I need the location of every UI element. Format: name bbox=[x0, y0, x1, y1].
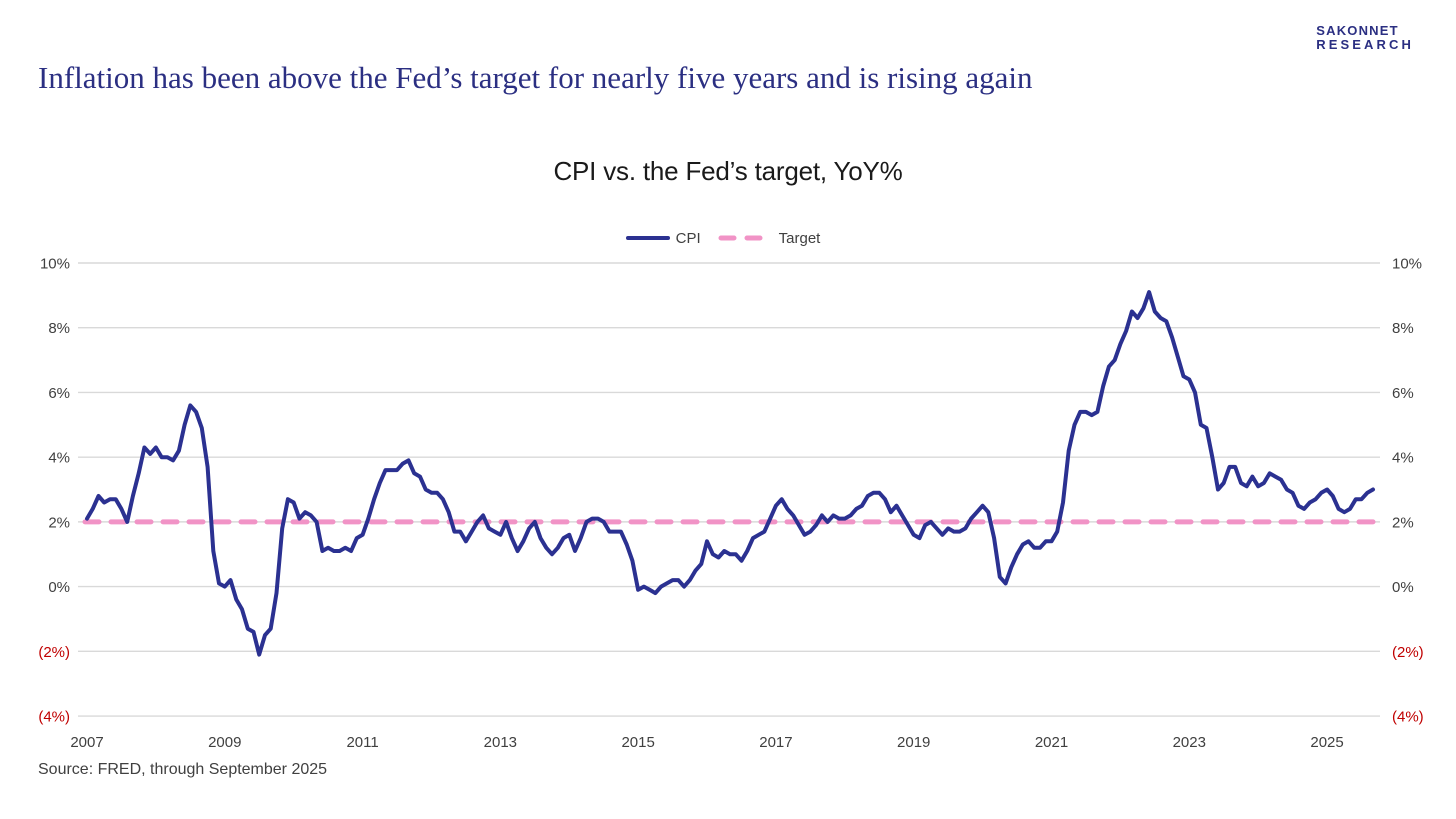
legend-cpi-label: CPI bbox=[675, 229, 701, 247]
svg-text:(4%): (4%) bbox=[1392, 709, 1424, 726]
y-axis-labels-left: 10% 8% 6% 4% 2% 0% (2%) (4%) bbox=[38, 256, 70, 726]
legend-target-dash-swatch bbox=[718, 235, 772, 241]
brand-logo-line2: RESEARCH bbox=[1316, 37, 1414, 53]
svg-text:2025: 2025 bbox=[1310, 734, 1343, 751]
x-axis-labels: 2007 2009 2011 2013 2015 2017 2019 2021 2023 2025 bbox=[70, 734, 1343, 751]
svg-text:2023: 2023 bbox=[1173, 734, 1206, 751]
svg-text:2%: 2% bbox=[1392, 514, 1414, 531]
svg-text:2017: 2017 bbox=[759, 734, 792, 751]
svg-text:(2%): (2%) bbox=[38, 644, 70, 661]
svg-text:2021: 2021 bbox=[1035, 734, 1068, 751]
svg-text:8%: 8% bbox=[1392, 320, 1414, 337]
y-axis-labels-right: 10% 8% 6% 4% 2% 0% (2%) (4%) bbox=[1392, 256, 1424, 726]
svg-text:2019: 2019 bbox=[897, 734, 930, 751]
svg-text:6%: 6% bbox=[1392, 385, 1414, 402]
chart-title: CPI vs. the Fed’s target, YoY% bbox=[553, 156, 903, 186]
svg-text:10%: 10% bbox=[1392, 256, 1422, 273]
svg-text:4%: 4% bbox=[48, 450, 70, 467]
legend-cpi-line-swatch bbox=[625, 236, 670, 240]
cpi-target-chart: 10% 8% 6% 4% 2% 0% (2%) (4%) 10% 8% 6% 4% 2% 0% (2%) (4… bbox=[38, 256, 1424, 752]
cpi-line bbox=[85, 290, 1375, 657]
svg-text:(2%): (2%) bbox=[1392, 644, 1424, 661]
legend-target-label: Target bbox=[778, 229, 821, 247]
svg-text:2011: 2011 bbox=[346, 734, 378, 751]
gridlines bbox=[78, 262, 1380, 717]
svg-text:10%: 10% bbox=[40, 256, 70, 273]
source-note: Source: FRED, through September 2025 bbox=[38, 761, 328, 778]
brand-logo: SAKONNET RESEARCH bbox=[1316, 23, 1414, 53]
svg-text:(4%): (4%) bbox=[38, 709, 70, 726]
page-title: Inflation has been above the Fed’s targe… bbox=[38, 60, 1033, 95]
svg-text:0%: 0% bbox=[1392, 579, 1414, 596]
svg-text:8%: 8% bbox=[48, 320, 70, 337]
svg-text:2013: 2013 bbox=[484, 734, 517, 751]
svg-text:6%: 6% bbox=[48, 385, 70, 402]
svg-text:2009: 2009 bbox=[208, 734, 241, 751]
svg-text:2007: 2007 bbox=[70, 734, 103, 751]
svg-text:2015: 2015 bbox=[621, 734, 654, 751]
svg-text:0%: 0% bbox=[48, 579, 70, 596]
brand-logo-line1: SAKONNET bbox=[1316, 23, 1399, 38]
svg-text:2%: 2% bbox=[48, 514, 70, 531]
svg-text:4%: 4% bbox=[1392, 450, 1414, 467]
chart-legend: CPI Target bbox=[0, 228, 1456, 248]
